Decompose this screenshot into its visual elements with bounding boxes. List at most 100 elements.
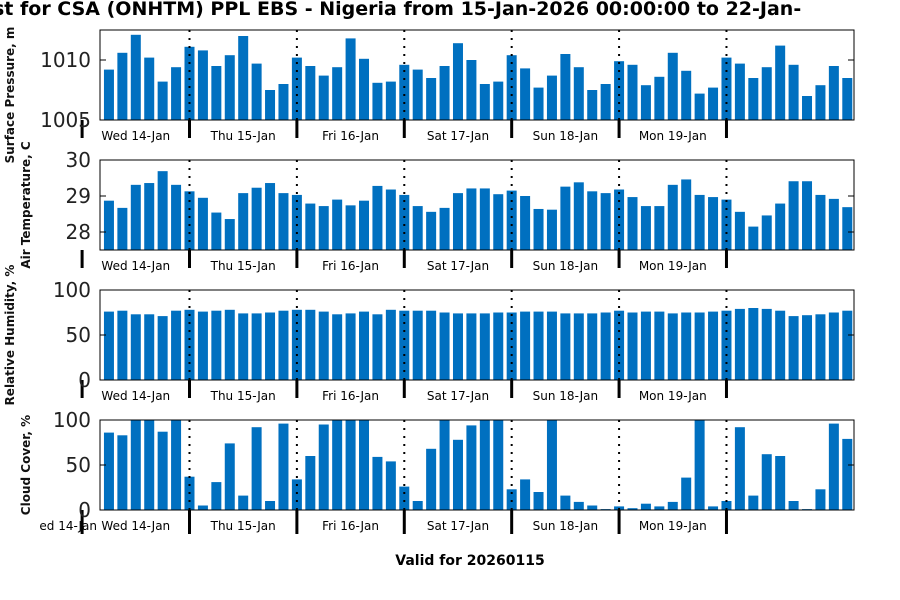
bar-3-32 [533,492,544,510]
bar-2-3 [144,314,155,380]
bar-0-49 [761,67,772,120]
y-tick-label: 28 [66,220,91,244]
bar-1-21 [385,189,396,250]
bar-1-28 [479,188,490,250]
day-label: Sat 17-Jan [427,519,489,533]
bar-0-0 [103,69,114,120]
bar-3-15 [305,456,316,510]
bar-1-29 [493,194,504,250]
bar-3-21 [385,461,396,510]
bar-1-13 [278,193,289,250]
bar-3-49 [761,454,772,510]
bar-0-22 [399,64,410,120]
bar-0-50 [775,45,786,120]
bar-2-49 [761,308,772,380]
bar-1-18 [345,205,356,250]
bar-0-14 [291,57,302,120]
bar-1-45 [708,197,719,250]
bar-0-5 [171,67,182,120]
day-label: Fri 16-Jan [322,259,379,273]
y-tick-label: 50 [66,453,91,477]
day-label: Sun 18-Jan [533,519,598,533]
bar-2-46 [721,310,732,380]
day-label: Thu 15-Jan [210,129,276,143]
bar-1-49 [761,215,772,250]
bar-1-55 [842,207,853,250]
day-label: Fri 16-Jan [322,129,379,143]
bar-0-17 [332,67,343,120]
bar-0-4 [157,81,168,120]
bar-2-1 [117,310,128,380]
bar-0-35 [573,67,584,120]
bar-3-26 [452,439,463,510]
bar-2-53 [815,314,826,380]
day-label: Thu 15-Jan [210,389,276,403]
bar-0-9 [224,55,235,121]
valid-for-label: Valid for 20260115 [395,553,544,569]
bar-0-20 [372,82,383,120]
bar-1-33 [546,209,557,250]
bar-3-9 [224,443,235,510]
bar-1-31 [520,196,531,250]
bar-0-21 [385,81,396,120]
bar-2-4 [157,316,168,380]
bar-1-40 [640,206,651,250]
bar-0-43 [681,70,692,120]
bar-2-12 [265,312,276,380]
bar-1-51 [788,181,799,250]
bar-1-6 [184,191,195,250]
bar-2-0 [103,311,114,380]
bar-3-14 [291,479,302,510]
bar-3-43 [681,477,692,510]
bar-1-52 [802,181,813,250]
bar-2-7 [197,311,208,380]
bar-2-23 [412,310,423,380]
bar-1-50 [775,203,786,250]
bar-3-34 [560,495,571,510]
day-label: Sat 17-Jan [427,389,489,403]
bar-2-36 [587,313,598,380]
day-label: Thu 15-Jan [210,259,276,273]
bar-0-6 [184,46,195,120]
bar-2-55 [842,310,853,380]
bar-2-2 [130,314,141,380]
bar-0-25 [439,66,450,120]
bar-2-28 [479,313,490,380]
bar-3-36 [587,505,598,510]
bar-0-36 [587,90,598,120]
bar-2-14 [291,309,302,380]
bar-3-22 [399,486,410,510]
bar-1-27 [466,188,477,250]
bar-3-48 [748,495,759,510]
y-tick-label: 100 [53,408,91,432]
bar-3-17 [332,420,343,510]
bar-0-47 [734,63,745,120]
bar-0-32 [533,87,544,120]
day-label: Sat 17-Jan [427,129,489,143]
bar-2-48 [748,308,759,380]
bar-3-30 [506,489,517,510]
bar-0-38 [614,61,625,120]
bar-0-24 [426,78,437,120]
y-axis-label: Cloud Cover, % [19,415,33,515]
bar-3-23 [412,501,423,510]
bar-2-38 [614,310,625,380]
bar-0-27 [466,60,477,120]
day-label: Sun 18-Jan [533,389,598,403]
bar-3-40 [640,503,651,510]
bar-1-25 [439,207,450,250]
bar-2-18 [345,313,356,380]
bar-0-31 [520,68,531,120]
bar-3-29 [493,420,504,510]
bar-2-13 [278,310,289,380]
bar-3-13 [278,423,289,510]
day-label: Mon 19-Jan [639,259,707,273]
bar-2-32 [533,311,544,380]
bar-3-53 [815,489,826,510]
bar-3-1 [117,435,128,510]
bar-0-15 [305,66,316,120]
bar-2-44 [694,312,705,380]
bar-1-54 [828,198,839,250]
bar-3-33 [546,420,557,510]
day-label: Wed 14-Jan [101,389,170,403]
